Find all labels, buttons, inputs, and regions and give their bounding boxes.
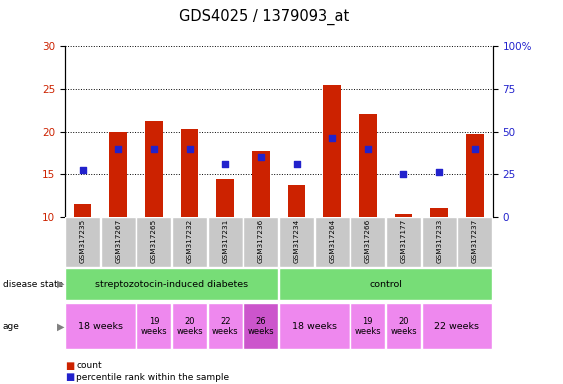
- Text: 19
weeks: 19 weeks: [355, 317, 381, 336]
- Point: [292, 161, 301, 167]
- Text: GSM317231: GSM317231: [222, 219, 228, 263]
- Text: 22 weeks: 22 weeks: [435, 322, 480, 331]
- Point: [363, 146, 372, 152]
- Bar: [109, 131, 127, 217]
- Bar: [350, 217, 385, 267]
- Point: [435, 169, 444, 175]
- Bar: [457, 217, 492, 267]
- Bar: [145, 121, 163, 217]
- Point: [185, 146, 194, 152]
- Text: ▶: ▶: [57, 321, 65, 331]
- Text: age: age: [3, 322, 20, 331]
- Point: [470, 146, 479, 152]
- Bar: [136, 217, 171, 267]
- Bar: [74, 204, 91, 217]
- Text: 20
weeks: 20 weeks: [390, 317, 417, 336]
- Bar: [243, 303, 278, 349]
- Text: GSM317177: GSM317177: [400, 219, 406, 263]
- Bar: [65, 303, 136, 349]
- Bar: [279, 217, 314, 267]
- Bar: [136, 303, 171, 349]
- Bar: [65, 217, 100, 267]
- Text: streptozotocin-induced diabetes: streptozotocin-induced diabetes: [95, 280, 248, 289]
- Bar: [101, 217, 136, 267]
- Bar: [288, 185, 305, 217]
- Text: ■: ■: [65, 361, 74, 371]
- Point: [78, 167, 87, 173]
- Text: 19
weeks: 19 weeks: [141, 317, 167, 336]
- Bar: [422, 217, 457, 267]
- Bar: [279, 303, 350, 349]
- Point: [399, 171, 408, 177]
- Text: count: count: [76, 361, 102, 370]
- Point: [114, 146, 123, 152]
- Text: GSM317264: GSM317264: [329, 219, 335, 263]
- Text: 18 weeks: 18 weeks: [78, 322, 123, 331]
- Text: 26
weeks: 26 weeks: [248, 317, 274, 336]
- Text: GSM317235: GSM317235: [79, 219, 86, 263]
- Text: GDS4025 / 1379093_at: GDS4025 / 1379093_at: [180, 9, 350, 25]
- Bar: [208, 303, 243, 349]
- Bar: [65, 268, 278, 300]
- Text: disease state: disease state: [3, 280, 63, 289]
- Bar: [323, 84, 341, 217]
- Bar: [359, 114, 377, 217]
- Text: GSM317267: GSM317267: [115, 219, 121, 263]
- Point: [149, 146, 158, 152]
- Text: GSM317236: GSM317236: [258, 219, 264, 263]
- Point: [221, 161, 230, 167]
- Text: control: control: [369, 280, 402, 289]
- Bar: [181, 129, 198, 217]
- Bar: [422, 303, 492, 349]
- Bar: [279, 268, 492, 300]
- Bar: [208, 217, 243, 267]
- Bar: [216, 179, 234, 217]
- Bar: [430, 208, 448, 217]
- Text: 22
weeks: 22 weeks: [212, 317, 239, 336]
- Point: [256, 154, 265, 160]
- Text: GSM317266: GSM317266: [365, 219, 371, 263]
- Bar: [243, 217, 278, 267]
- Bar: [350, 303, 385, 349]
- Bar: [466, 134, 484, 217]
- Text: ▶: ▶: [57, 279, 65, 289]
- Text: 20
weeks: 20 weeks: [176, 317, 203, 336]
- Text: GSM317237: GSM317237: [472, 219, 478, 263]
- Text: GSM317232: GSM317232: [186, 219, 193, 263]
- Bar: [315, 217, 350, 267]
- Text: GSM317233: GSM317233: [436, 219, 442, 263]
- Bar: [172, 303, 207, 349]
- Text: ■: ■: [65, 372, 74, 382]
- Bar: [386, 303, 421, 349]
- Bar: [395, 214, 412, 217]
- Text: 18 weeks: 18 weeks: [292, 322, 337, 331]
- Text: GSM317234: GSM317234: [293, 219, 300, 263]
- Bar: [252, 151, 270, 217]
- Bar: [172, 217, 207, 267]
- Point: [328, 135, 337, 141]
- Text: percentile rank within the sample: percentile rank within the sample: [76, 372, 229, 382]
- Bar: [386, 217, 421, 267]
- Text: GSM317265: GSM317265: [151, 219, 157, 263]
